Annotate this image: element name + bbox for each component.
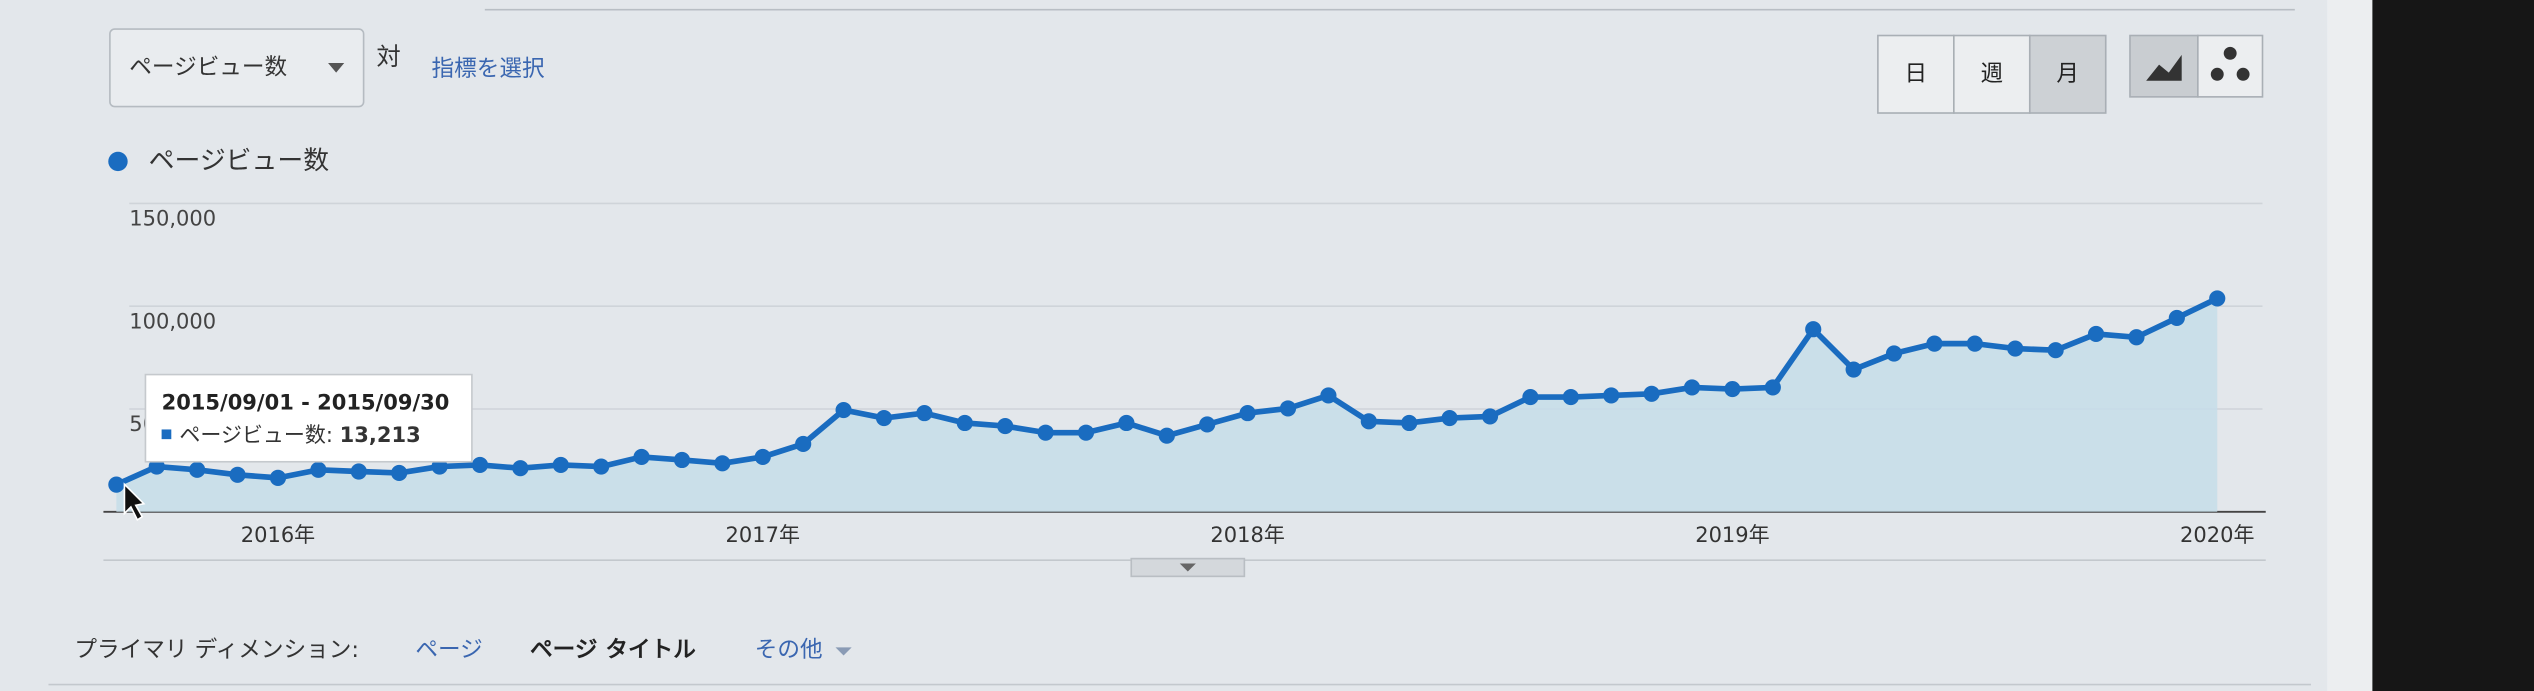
point [956,414,973,432]
tooltip-colon: : [326,423,340,447]
point [2128,329,2145,346]
period-button[interactable] [2028,34,2107,114]
chart-style-buttons [2129,34,2264,98]
point [1320,387,1337,404]
point [1481,408,1499,425]
point [2209,290,2226,307]
point [2168,309,2185,327]
motion-icon-dot [2210,67,2224,81]
point [1966,335,1983,352]
dimension-option[interactable]: その他 [755,637,823,663]
point [1037,424,1054,441]
point [1764,379,1781,396]
point [189,461,206,478]
point [471,456,489,473]
x-tick-label: 2017年 [726,523,800,547]
tooltip-date: 2015/09/01 - 2015/09/30 [162,391,450,415]
point [633,448,650,465]
period-button-label: 週 [1980,61,2003,87]
point [1603,387,1620,404]
point [835,401,852,419]
point [1360,413,1377,430]
point [1683,379,1701,396]
dimension-option[interactable]: ページ [415,637,482,663]
bezel [2372,0,2534,691]
y-tick-label: 100,000 [129,309,216,333]
dropdown-arrow [328,62,345,73]
point [1199,416,1216,433]
dimension-bar: プライマリ ディメンション: ページ ページ タイトル その他 [48,637,2311,686]
point [1845,361,1862,378]
point [1926,335,1943,352]
point [754,448,771,465]
point [593,458,610,475]
point [229,466,246,483]
tooltip-metric: ページビュー数: 13,213 [179,423,420,447]
point [2087,325,2105,343]
y-tick-label: 150,000 [129,207,216,231]
point [512,460,529,477]
point [1401,414,1418,432]
point [310,461,327,478]
x-tick-label: 2019年 [1695,523,1769,547]
tooltip-value: 13,213 [340,423,421,447]
period-button-label: 日 [1905,61,1928,87]
period-button[interactable] [1953,34,2031,114]
period-buttons: 日週月 [1877,34,2107,114]
point [1885,345,1903,362]
tooltip: 2015/09/01 - 2015/09/30 ページビュー数: 13,213 [123,373,473,522]
point [1562,389,1579,406]
point [875,409,893,427]
versus: 対 [377,43,401,71]
point [269,469,287,486]
point [2047,342,2064,359]
dropdown-box[interactable] [109,28,365,108]
period-button[interactable] [1877,34,1955,114]
x-tick-label: 2020年 [2180,523,2254,547]
tooltip-swatch [161,429,172,440]
point [673,451,691,469]
point [1643,385,1660,402]
point [1279,400,1297,417]
motion-chart-button[interactable] [2197,34,2264,98]
point [350,463,367,480]
metric-dropdown[interactable]: ページビュー数 [109,28,365,108]
more-arrow [835,647,852,656]
point [552,456,569,473]
point [1441,409,1458,427]
point [1805,321,1822,338]
dimension-option-selected[interactable]: ページ タイトル [530,637,696,663]
select-metric-link[interactable]: 指標を選択 [431,56,544,82]
dropdown-label[interactable]: ページビュー数 [129,54,287,80]
point [1077,424,1095,441]
point [795,435,812,453]
tooltip-box [144,373,473,463]
legend-label: ページビュー数 [149,146,330,176]
x-tick-label: 2016年 [241,523,315,547]
motion-icon-dot [2223,46,2237,60]
point [391,464,408,482]
point [1724,380,1741,398]
dimension-label: プライマリ ディメンション: [74,637,359,663]
point [108,476,125,493]
point [714,455,731,472]
expand-arrow [1179,563,1196,572]
line-chart-button[interactable] [2129,34,2199,98]
side-strip [2327,0,2373,691]
x-tick-label: 2018年 [1210,523,1284,547]
cursor [123,482,146,522]
motion-icon-dot [2236,67,2250,81]
point [1522,389,1539,406]
point [1239,405,1256,422]
point [1158,427,1175,444]
period-button-label: 月 [2056,61,2079,87]
legend-dot [108,151,128,172]
tooltip-metric-name: ページビュー数 [179,423,326,447]
point [2007,340,2024,357]
line-chart-icon [2146,54,2182,81]
point [1118,414,1135,432]
point [997,417,1014,435]
point [916,405,933,422]
